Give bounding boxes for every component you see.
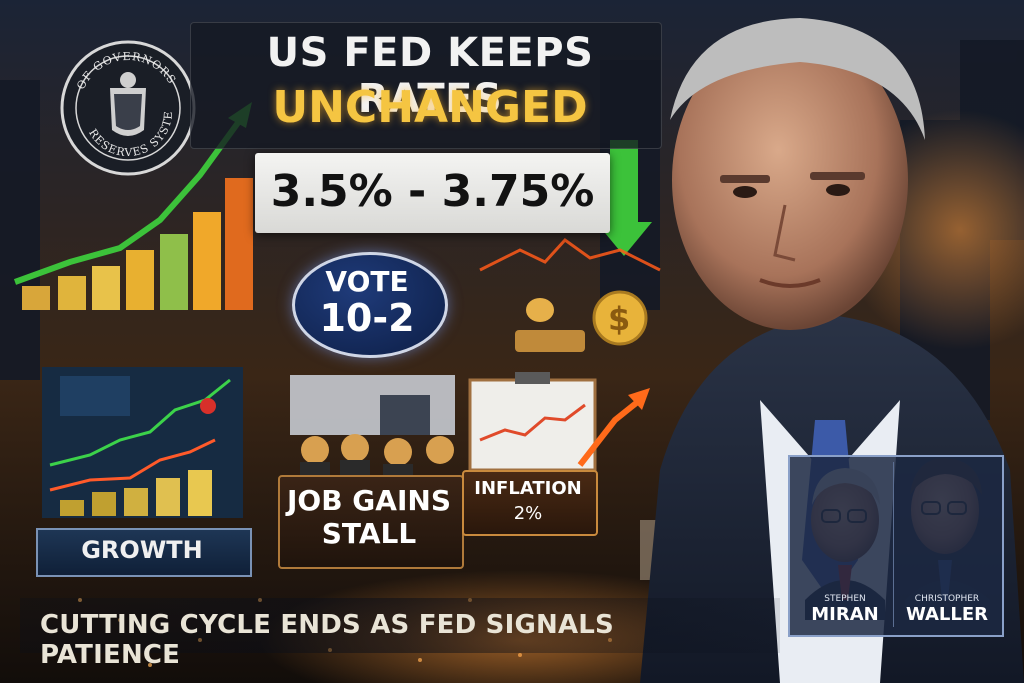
inflation-label: INFLATION	[474, 478, 582, 499]
growth-label: GROWTH	[81, 536, 203, 564]
inflation-value: 2%	[513, 503, 543, 524]
headline-panel	[190, 22, 662, 149]
vote-badge	[292, 252, 448, 358]
growth-label-panel	[36, 528, 252, 577]
dissenter-1-first-name: STEPHEN	[824, 594, 866, 604]
jobs-line2: STALL	[321, 517, 417, 550]
dissenters-panel	[788, 455, 1004, 637]
dissenter-2-first-name: CHRISTOPHER	[914, 594, 980, 604]
jobs-panel	[278, 475, 464, 569]
fed-seal-logo: OF GOVERNORS RESERVES SYSTEM	[58, 38, 196, 176]
dissenters-divider	[893, 462, 894, 627]
svg-text:$: $	[608, 300, 630, 338]
vote-tally: 10-2	[319, 296, 415, 340]
tagline-text: CUTTING CYCLE ENDS AS FED SIGNALS PATIEN…	[40, 610, 614, 670]
jobs-line1: JOB GAINS	[287, 484, 451, 517]
dissenter-1-last-name: MIRAN	[811, 604, 879, 625]
dissenter-2-last-name: WALLER	[905, 604, 989, 625]
rate-range-text: 3.5% - 3.75%	[270, 166, 595, 217]
vote-label: VOTE	[325, 265, 409, 298]
rate-range-panel	[255, 153, 610, 233]
headline-line1: US FED KEEPS RATES	[266, 30, 594, 122]
tagline-band	[20, 598, 780, 653]
inflation-panel	[462, 470, 598, 536]
headline-line2: UNCHANGED	[272, 82, 588, 133]
